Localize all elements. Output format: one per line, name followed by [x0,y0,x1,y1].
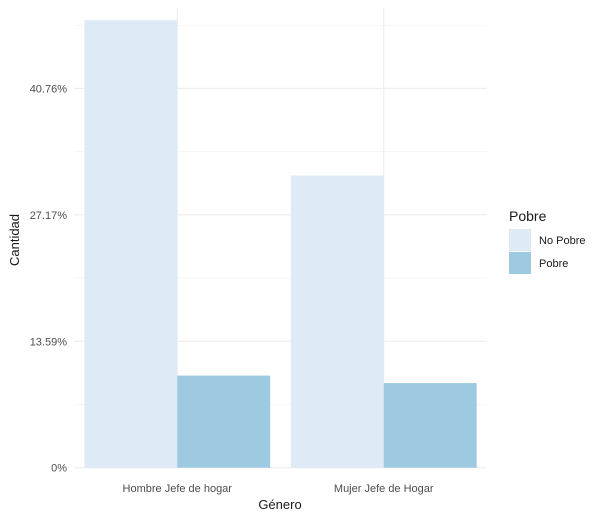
legend: Pobre No Pobre Pobre [509,208,585,274]
legend-label: Pobre [539,258,568,270]
legend-key [509,252,531,274]
x-axis-ticks: Hombre Jefe de hogar Mujer Jefe de Hogar [123,483,434,495]
legend-title: Pobre [509,208,547,224]
bar-pobre-1 [177,375,271,468]
y-axis-title: Cantidad [7,214,22,266]
legend-label: No Pobre [539,235,585,247]
x-axis-title: Género [258,497,301,512]
bars [84,20,477,468]
y-tick-label: 0% [51,463,67,475]
x-tick-label: Mujer Jefe de Hogar [334,483,434,495]
y-tick-label: 40.76% [30,83,68,95]
bar-no-pobre-1 [84,20,178,468]
y-tick-label: 27.17% [30,210,68,222]
y-tick-label: 13.59% [30,336,68,348]
legend-key [509,229,531,251]
y-axis-ticks: 0% 13.59% 27.17% 40.76% [30,83,68,474]
bar-pobre-2 [383,383,477,468]
bar-no-pobre-2 [290,175,384,468]
x-tick-label: Hombre Jefe de hogar [123,483,233,495]
